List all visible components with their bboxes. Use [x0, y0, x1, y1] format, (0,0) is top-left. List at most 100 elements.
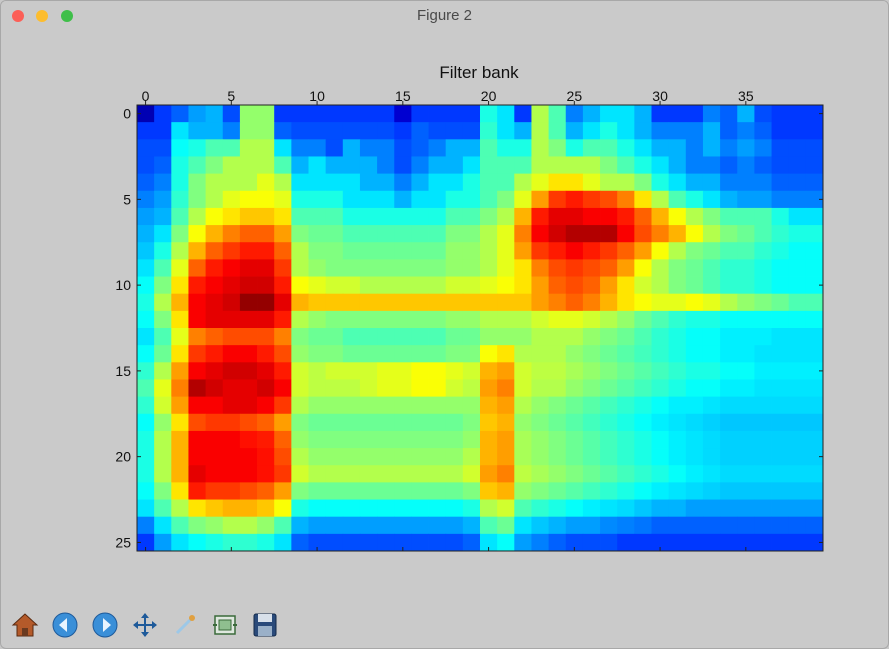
heatmap-cell: [342, 379, 361, 398]
heatmap-cell: [737, 105, 755, 123]
maximize-window-button[interactable]: [61, 10, 73, 22]
x-tick-label: 30: [652, 88, 668, 104]
heatmap-cell: [359, 293, 378, 312]
heatmap-cell: [257, 379, 275, 398]
heatmap-cell: [308, 207, 327, 226]
heatmap-cell: [222, 259, 241, 277]
heatmap-cell: [222, 413, 241, 432]
heatmap-cell: [342, 225, 361, 243]
heatmap-cell: [342, 328, 361, 346]
heatmap-cell: [222, 448, 241, 466]
subplots-button[interactable]: [209, 609, 241, 641]
heatmap-cell: [325, 362, 344, 380]
heatmap-cell: [702, 430, 721, 449]
heatmap-cell: [720, 413, 738, 432]
heatmap-cell: [291, 105, 309, 123]
heatmap-cell: [342, 207, 361, 226]
heatmap-cell: [462, 173, 481, 192]
heatmap-cell: [377, 328, 395, 346]
heatmap-cell: [205, 516, 224, 535]
heatmap-cell: [805, 259, 824, 277]
heatmap-cell: [514, 430, 532, 449]
heatmap-cell: [702, 533, 721, 552]
heatmap-cell: [257, 276, 275, 295]
heatmap-cell: [497, 516, 515, 535]
heatmap-cell: [428, 105, 447, 123]
heatmap-cell: [565, 362, 584, 380]
heatmap-cell: [548, 156, 567, 175]
heatmap-cell: [565, 430, 584, 449]
heatmap-cell: [754, 242, 772, 260]
heatmap-cell: [257, 156, 275, 175]
heatmap-cell: [685, 345, 704, 363]
heatmap-cell: [359, 105, 378, 123]
heatmap-cell: [685, 310, 704, 329]
heatmap-cell: [548, 448, 567, 466]
heatmap-cell: [411, 448, 429, 466]
heatmap-cell: [548, 207, 567, 226]
heatmap-cell: [462, 207, 481, 226]
chart-title: Filter bank: [439, 63, 519, 82]
heatmap-cell: [445, 122, 464, 140]
zoom-button[interactable]: [169, 609, 201, 641]
heatmap-cell: [668, 430, 687, 449]
heatmap-cell: [531, 293, 549, 312]
heatmap-cell: [171, 379, 189, 398]
heatmap-cell: [377, 156, 395, 175]
heatmap-cell: [805, 242, 824, 260]
heatmap-cell: [600, 122, 618, 140]
heatmap-cell: [634, 207, 652, 226]
heatmap-cell: [325, 413, 344, 432]
heatmap-cell: [445, 139, 464, 157]
heatmap-cell: [137, 156, 155, 175]
close-window-button[interactable]: [12, 10, 24, 22]
heatmap-cell: [480, 533, 498, 552]
heatmap-cell: [497, 396, 515, 415]
heatmap-cell: [308, 379, 327, 398]
heatmap-cell: [685, 465, 704, 483]
heatmap-cell: [222, 465, 241, 483]
heatmap-cell: [600, 207, 618, 226]
heatmap-cell: [239, 328, 258, 346]
heatmap-cell: [445, 310, 464, 329]
heatmap-cell: [651, 259, 670, 277]
home-button[interactable]: [9, 609, 41, 641]
heatmap-cell: [462, 242, 481, 260]
heatmap-cell: [359, 465, 378, 483]
heatmap-cell: [565, 225, 584, 243]
heatmap-cell: [531, 396, 549, 415]
minimize-window-button[interactable]: [36, 10, 48, 22]
heatmap-cell: [394, 499, 412, 518]
heatmap-cell: [737, 156, 755, 175]
heatmap-cell: [445, 430, 464, 449]
heatmap-cell: [154, 139, 172, 157]
heatmap-cell: [805, 499, 824, 518]
forward-button[interactable]: [89, 609, 121, 641]
heatmap-cell: [342, 242, 361, 260]
heatmap-cell: [154, 328, 172, 346]
heatmap-cell: [257, 105, 275, 123]
heatmap-cell: [205, 499, 224, 518]
heatmap-cell: [291, 448, 309, 466]
heatmap-cell: [651, 430, 670, 449]
heatmap-cell: [137, 259, 155, 277]
heatmap-cell: [668, 379, 687, 398]
heatmap-cell: [171, 259, 189, 277]
heatmap-cell: [274, 328, 292, 346]
heatmap-cell: [702, 362, 721, 380]
heatmap-cell: [600, 328, 618, 346]
heatmap-cell: [359, 310, 378, 329]
heatmap-cell: [445, 190, 464, 209]
heatmap-cell: [308, 499, 327, 518]
heatmap-cell: [514, 465, 532, 483]
heatmap-cell: [702, 379, 721, 398]
heatmap-cell: [582, 465, 601, 483]
heatmap-cell: [188, 207, 206, 226]
pan-button[interactable]: [129, 609, 161, 641]
heatmap-cell: [222, 293, 241, 312]
heatmap-cell: [205, 362, 224, 380]
heatmap-cell: [582, 310, 601, 329]
save-button[interactable]: [249, 609, 281, 641]
heatmap-cell: [428, 259, 447, 277]
back-button[interactable]: [49, 609, 81, 641]
